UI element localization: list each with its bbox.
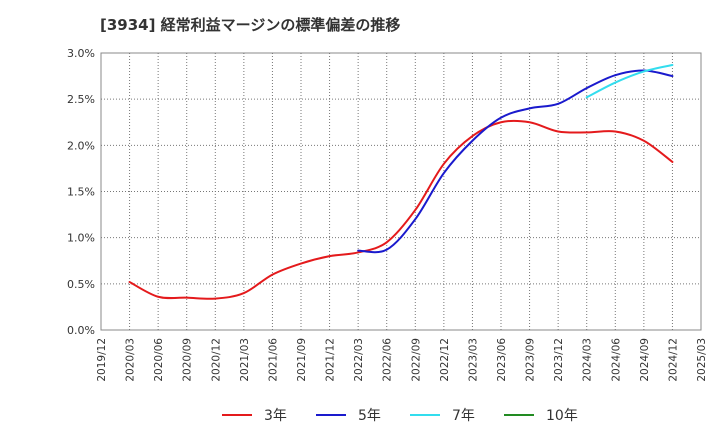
grid: [100, 52, 702, 331]
x-tick-label: 2024/06: [610, 338, 622, 382]
x-tick-label: 2022/03: [353, 338, 365, 382]
legend-label: 3年: [264, 408, 287, 424]
x-tick-label: 2019/12: [96, 338, 108, 382]
series-line-7年: [585, 64, 674, 99]
x-tick-label: 2022/12: [439, 338, 451, 382]
y-tick-label: 0.5%: [67, 278, 95, 291]
series: [128, 64, 674, 300]
x-tick-label: 2022/09: [410, 338, 422, 382]
x-tick-label: 2021/09: [296, 338, 308, 382]
x-tick-label: 2020/06: [153, 338, 165, 382]
y-tick-label: 2.5%: [67, 93, 95, 106]
axes: 2019/12 2020/03 2020/06 2020/09 2020/12 2021/…: [67, 47, 708, 382]
chart-title: [3934] 経常利益マージンの標準偏差の推移: [100, 16, 400, 34]
series-line-3年: [128, 119, 674, 300]
x-tick-label: 2023/12: [553, 338, 565, 382]
x-tick-label: 2025/03: [696, 338, 708, 382]
x-tick-label: 2021/06: [267, 338, 279, 382]
x-tick-label: 2021/03: [239, 338, 251, 382]
x-tick-label: 2022/06: [382, 338, 394, 382]
legend-label: 10年: [546, 408, 578, 424]
x-tick-label: 2023/06: [496, 338, 508, 382]
y-tick-label: 1.0%: [67, 232, 95, 245]
y-tick-label: 1.5%: [67, 186, 95, 199]
x-tick-label: 2024/12: [667, 338, 679, 382]
x-tick-label: 2020/03: [125, 338, 137, 382]
y-tick-label: 3.0%: [67, 47, 95, 60]
x-tick-label: 2020/09: [182, 338, 194, 382]
series-line-5年: [357, 69, 674, 254]
x-tick-label: 2024/09: [639, 338, 651, 382]
y-tick-label: 2.0%: [67, 139, 95, 152]
legend-label: 7年: [452, 408, 475, 424]
legend: 3年 5年 7年 10年: [222, 408, 578, 424]
x-tick-label: 2021/12: [325, 338, 337, 382]
x-tick-label: 2023/03: [467, 338, 479, 382]
x-tick-label: 2023/09: [525, 338, 537, 382]
y-tick-label: 0.0%: [67, 324, 95, 337]
x-tick-label: 2020/12: [210, 338, 222, 382]
x-tick-label: 2024/03: [582, 338, 594, 382]
legend-label: 5年: [358, 408, 381, 424]
